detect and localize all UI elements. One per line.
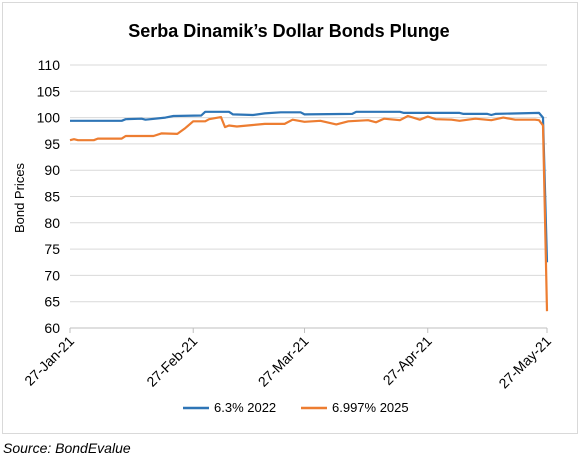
x-tick-label: 27-Feb-21 bbox=[143, 333, 200, 390]
legend: 6.3% 2022 6.997% 2025 bbox=[183, 400, 409, 415]
y-tick-label: 110 bbox=[38, 57, 61, 73]
legend-label: 6.997% 2025 bbox=[332, 400, 409, 415]
chart-title: Serba Dinamik’s Dollar Bonds Plunge bbox=[128, 21, 449, 41]
y-axis-label: Bond Prices bbox=[12, 162, 27, 233]
x-tick-label: 27-May-21 bbox=[495, 333, 554, 392]
y-tick-label: 75 bbox=[44, 241, 60, 257]
y-tick-label: 85 bbox=[44, 189, 60, 205]
x-tick-label: 27-Jan-21 bbox=[21, 333, 77, 389]
y-tick-label: 60 bbox=[44, 320, 60, 336]
x-axis-ticks: 27-Jan-21 27-Feb-21 27-Mar-21 27-Apr-21 27-M… bbox=[21, 328, 554, 391]
legend-label: 6.3% 2022 bbox=[214, 400, 276, 415]
y-axis-ticks: 60 65 70 75 80 85 90 95 100 105 110 bbox=[37, 57, 61, 336]
y-tick-label: 65 bbox=[44, 294, 60, 310]
y-tick-label: 80 bbox=[44, 215, 60, 231]
chart-frame: Serba Dinamik’s Dollar Bonds Plunge Bond… bbox=[2, 2, 578, 434]
series-lines bbox=[69, 110, 549, 312]
series-line-1 bbox=[70, 110, 549, 263]
x-tick-label: 27-Apr-21 bbox=[380, 333, 435, 388]
y-tick-label: 100 bbox=[37, 110, 61, 126]
grid-lines bbox=[70, 64, 547, 303]
series-line-2 bbox=[69, 114, 549, 312]
y-tick-label: 95 bbox=[44, 136, 60, 152]
source-note: Source: BondEvalue bbox=[3, 440, 131, 456]
chart-svg: Serba Dinamik’s Dollar Bonds Plunge Bond… bbox=[12, 21, 554, 415]
y-tick-label: 90 bbox=[44, 162, 60, 178]
x-tick-label: 27-Mar-21 bbox=[255, 333, 312, 390]
y-tick-label: 105 bbox=[37, 83, 61, 99]
y-tick-label: 70 bbox=[44, 267, 60, 283]
